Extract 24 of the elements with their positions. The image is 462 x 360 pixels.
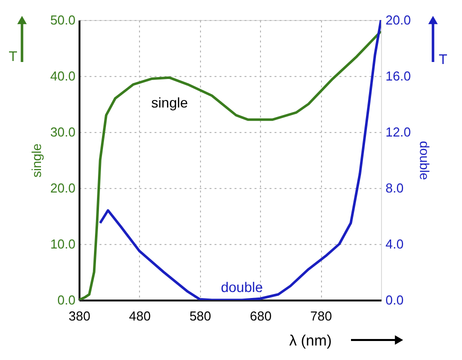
y2-tick-label: 4.0 <box>386 236 404 252</box>
text: T <box>438 51 448 67</box>
text: T <box>8 48 18 64</box>
y-tick-label: 10.0 <box>50 236 76 252</box>
y2-axis-title: double <box>416 140 432 180</box>
y-tick-label: 50.0 <box>50 12 76 28</box>
x-tick-label: 780 <box>310 308 332 324</box>
y2-tick-label: 20.0 <box>386 12 411 28</box>
x-tick-label: 680 <box>250 308 272 324</box>
y-tick-label: 30.0 <box>50 124 76 140</box>
y2-tick-label: 12.0 <box>386 124 411 140</box>
y2-tick-label: 8.0 <box>386 180 404 196</box>
x-axis-title: λ (nm) <box>289 332 332 350</box>
y-tick-label: 20.0 <box>50 180 76 196</box>
x-tick-label: 580 <box>189 308 212 324</box>
x-tick-label: 480 <box>129 308 151 324</box>
y2-tick-label: 16.0 <box>386 68 411 84</box>
x-tick-label: 380 <box>68 308 90 324</box>
y-axis-title: single <box>29 144 44 178</box>
series-label: single <box>151 94 188 111</box>
series-label: double <box>220 279 264 295</box>
y-tick-label: 40.0 <box>50 68 76 84</box>
y2-tick-label: 0.0 <box>386 292 404 308</box>
y-tick-label: 0.0 <box>57 292 76 308</box>
